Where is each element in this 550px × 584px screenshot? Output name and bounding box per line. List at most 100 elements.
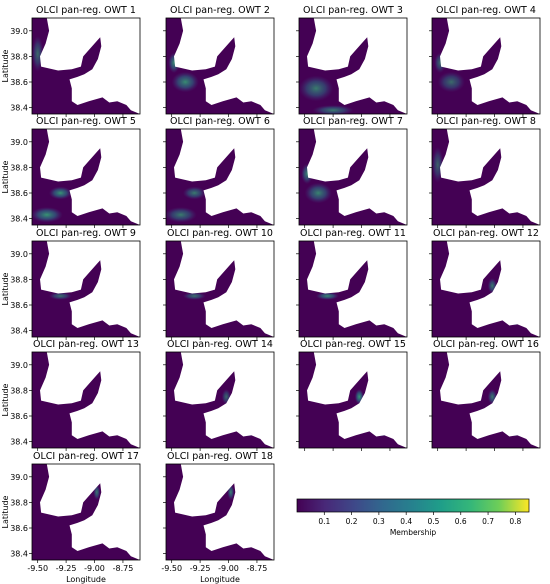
panel-title: OLCI pan-reg. OWT 2 (170, 5, 270, 16)
y-tick-label: 38.4 (10, 104, 28, 113)
x-tick-label: -9.50 (27, 564, 48, 573)
membership-hotspot (312, 105, 354, 116)
membership-hotspot (432, 146, 444, 183)
membership-hotspot (49, 292, 72, 300)
membership-hotspot (316, 292, 339, 300)
map-panel-owt-18: OLCI pan-reg. OWT 18 -9.50 -9.25 -9.00 -8.75… (161, 451, 275, 584)
x-tick-label: -9.50 (161, 564, 182, 573)
map-panel-owt-8: OLCI pan-reg. OWT 8 (429, 116, 541, 228)
membership-hotspot (183, 292, 206, 300)
panel-title: OLCI pan-reg. OWT 4 (436, 5, 536, 16)
land-mask (440, 352, 540, 448)
panel-frame (298, 17, 408, 115)
land-mask (174, 129, 274, 225)
y-tick-label: 38.6 (10, 78, 28, 87)
panel-title: OLCI pan-reg. OWT 5 (36, 116, 136, 127)
panel-title: OLCI pan-reg. OWT 15 (300, 339, 406, 350)
land-mask (174, 464, 274, 560)
land-mask (307, 352, 407, 448)
land-mask (440, 18, 540, 114)
map-panel-owt-2: OLCI pan-reg. OWT 2 (163, 5, 275, 117)
membership-hotspot (183, 186, 206, 200)
colorbar-tick-label: 0.7 (482, 517, 494, 526)
colorbar-tick-label: 0.8 (509, 517, 521, 526)
y-axis-label: Latitude (1, 49, 10, 82)
membership-hotspot (32, 35, 44, 72)
panel-frame (165, 351, 275, 449)
map-panel-owt-12: OLCI pan-reg. OWT 12 (429, 228, 541, 340)
panel-title: OLCI pan-reg. OWT 14 (167, 339, 273, 350)
membership-hotspot (437, 71, 465, 93)
land-mask (174, 18, 274, 114)
y-tick-label: 38.6 (10, 412, 28, 421)
y-tick-label: 38.6 (10, 189, 28, 198)
y-tick-label: 38.8 (10, 275, 28, 284)
x-tick-label: -9.25 (56, 564, 77, 573)
colorbar-tick-label: 0.3 (373, 517, 385, 526)
panel-frame (165, 240, 275, 338)
x-axis-label: Longitude (200, 575, 240, 584)
map-panel-owt-5: OLCI pan-reg. OWT 5 39.0 38.8 38.6 38.4 Latit… (1, 116, 141, 228)
panel-title: OLCI pan-reg. OWT 10 (167, 228, 273, 239)
membership-hotspot (30, 207, 63, 223)
land-mask (307, 129, 407, 225)
land-mask (40, 241, 140, 337)
panel-title: OLCI pan-reg. OWT 8 (436, 116, 536, 127)
x-tick-label: -9.25 (190, 564, 211, 573)
panel-title: OLCI pan-reg. OWT 16 (433, 339, 539, 350)
x-tick-label: -8.75 (113, 564, 134, 573)
map-panel-owt-3: OLCI pan-reg. OWT 3 (296, 5, 408, 117)
membership-hotspot (299, 75, 334, 102)
y-tick-label: 38.8 (10, 386, 28, 395)
land-mask (307, 18, 407, 114)
panel-frame (431, 17, 541, 115)
membership-hotspot (49, 186, 72, 200)
y-axis-label: Latitude (1, 383, 10, 416)
land-mask (307, 241, 407, 337)
land-mask (40, 464, 140, 560)
land-mask (174, 352, 274, 448)
map-panel-owt-15: OLCI pan-reg. OWT 15 (296, 339, 408, 451)
membership-hotspot (304, 182, 332, 204)
membership-hotspot (171, 71, 199, 93)
map-panel-owt-10: OLCI pan-reg. OWT 10 (163, 228, 275, 340)
map-panel-owt-13: OLCI pan-reg. OWT 13 39.0 38.8 38.6 38.4 Lati… (1, 339, 141, 451)
y-tick-label: 39.0 (10, 250, 28, 259)
y-tick-label: 38.4 (10, 438, 28, 447)
y-tick-label: 38.8 (10, 498, 28, 507)
map-panel-owt-14: OLCI pan-reg. OWT 14 (163, 339, 275, 451)
y-tick-label: 38.6 (10, 524, 28, 533)
y-axis-label: Latitude (1, 272, 10, 305)
land-mask (174, 241, 274, 337)
y-axis-label: Latitude (1, 495, 10, 528)
panel-frame (165, 17, 275, 115)
x-tick-label: -8.75 (247, 564, 268, 573)
panel-frame (298, 128, 408, 226)
land-mask (440, 129, 540, 225)
x-tick-label: -9.00 (218, 564, 239, 573)
panel-frame (31, 240, 141, 338)
y-tick-label: 38.4 (10, 550, 28, 559)
y-tick-label: 38.8 (10, 52, 28, 61)
colorbar-tick-label: 0.6 (455, 517, 467, 526)
panel-frame (31, 351, 141, 449)
panel-title: OLCI pan-reg. OWT 7 (303, 116, 403, 127)
map-panel-owt-4: OLCI pan-reg. OWT 4 (429, 5, 541, 117)
colorbar-gradient (296, 498, 530, 513)
y-tick-label: 38.6 (10, 301, 28, 310)
map-panel-owt-7: OLCI pan-reg. OWT 7 (296, 116, 408, 228)
y-tick-label: 39.0 (10, 361, 28, 370)
land-mask (440, 241, 540, 337)
panel-title: OLCI pan-reg. OWT 17 (33, 451, 139, 462)
colorbar-tick-label: 0.4 (400, 517, 412, 526)
y-tick-label: 39.0 (10, 138, 28, 147)
x-axis-label: Longitude (66, 575, 106, 584)
colorbar: 0.1 0.2 0.3 0.4 0.5 0.6 0.7 0.8 Membership (296, 498, 530, 537)
y-tick-label: 39.0 (10, 27, 28, 36)
panel-frame (31, 128, 141, 226)
map-panel-owt-6: OLCI pan-reg. OWT 6 (163, 116, 275, 228)
panel-frame (298, 351, 408, 449)
land-mask (40, 352, 140, 448)
y-tick-label: 38.4 (10, 327, 28, 336)
